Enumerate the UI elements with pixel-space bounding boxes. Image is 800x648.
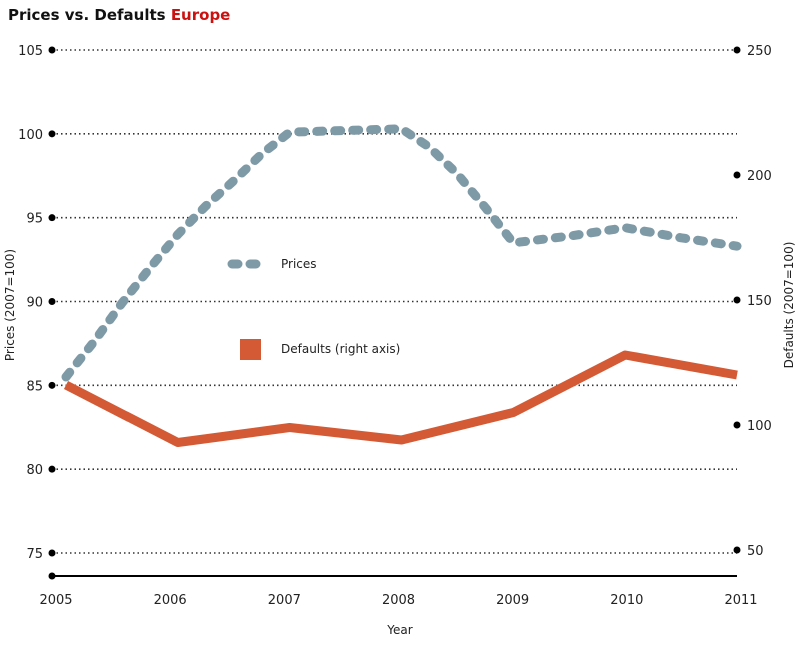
chart-title-region: Europe (170, 6, 231, 24)
right-tick-label: 100 (747, 419, 772, 434)
left-tick-label: 90 (26, 296, 43, 311)
prices-line (61, 124, 742, 382)
x-axis-origin-dot (48, 572, 56, 580)
right-tick-dot (733, 46, 741, 54)
chart-title: Prices vs. Defaults Europe (8, 6, 230, 24)
left-tick-label: 95 (26, 212, 43, 227)
left-tick-dot (48, 46, 56, 54)
legend-prices-label: Prices (281, 257, 317, 271)
left-tick-label: 100 (18, 128, 43, 143)
x-tick-label: 2006 (154, 593, 187, 608)
left-tick-label: 105 (18, 44, 43, 59)
left-tick-dot (48, 549, 56, 557)
x-tick-label: 2010 (610, 593, 643, 608)
left-tick-dot (48, 465, 56, 473)
right-tick-dot (733, 296, 741, 304)
x-tick-label: 2005 (39, 593, 72, 608)
x-tick-label: 2011 (724, 593, 757, 608)
legend-defaults-swatch (240, 339, 261, 360)
y-axis-label-right: Defaults (2007=100) (782, 242, 796, 369)
right-tick-dot (733, 171, 741, 179)
right-tick-label: 200 (747, 169, 772, 184)
y-axis-label-left: Prices (2007=100) (3, 249, 17, 361)
left-tick-dot (48, 130, 56, 138)
right-tick-dot (733, 546, 741, 554)
right-tick-dot (733, 421, 741, 429)
right-tick-label: 150 (747, 294, 772, 309)
right-tick-label: 250 (747, 44, 772, 59)
left-tick-label: 75 (26, 547, 43, 562)
x-tick-label: 2009 (496, 593, 529, 608)
x-axis-label: Year (386, 623, 412, 637)
defaults-line (63, 350, 738, 447)
chart-title-main: Prices vs. Defaults (8, 6, 166, 24)
legend-defaults-label: Defaults (right axis) (281, 342, 400, 356)
left-tick-dot (48, 298, 56, 305)
left-tick-dot (48, 381, 56, 389)
x-tick-label: 2008 (382, 593, 415, 608)
left-tick-dot (48, 214, 56, 222)
x-tick-label: 2007 (268, 593, 301, 608)
right-tick-label: 50 (747, 544, 764, 559)
left-tick-label: 80 (26, 463, 43, 478)
left-tick-label: 85 (26, 379, 43, 394)
